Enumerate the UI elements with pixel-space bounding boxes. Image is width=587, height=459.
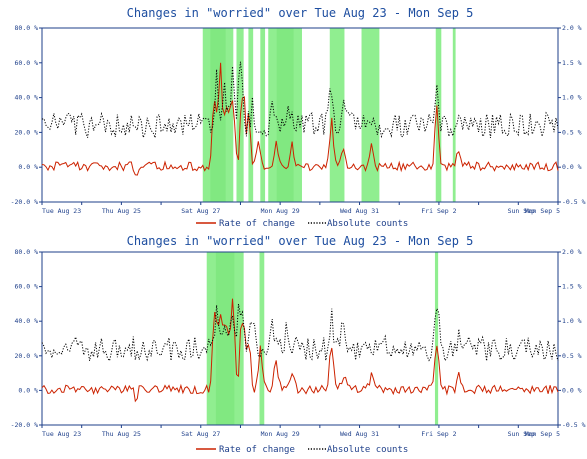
y-left-tick-label: 20.0 % [15,352,39,360]
x-tick-label: Sat Aug 27 [181,207,220,215]
highlight-band [202,28,234,202]
x-tick-label: Thu Aug 25 [102,207,141,215]
highlight-band [260,28,266,202]
chart-title: Changes in "worried" over Tue Aug 23 - M… [127,234,474,248]
x-tick-label: Wed Aug 31 [340,207,379,215]
y-right-tick-label: 0.5 % [562,128,582,136]
y-left-tick-label: 0.0 % [18,386,38,394]
x-tick-label: Mon Aug 29 [261,430,300,438]
highlight-band [452,28,456,202]
highlight-band-core [276,28,294,202]
highlight-band [434,252,439,425]
y-right-tick-label: 1.0 % [562,317,582,325]
y-right-tick-label: 1.5 % [562,59,582,67]
x-tick-label: Thu Aug 25 [102,430,141,438]
rate-of-change-line [41,298,559,403]
y-right-tick-label: 1.5 % [562,283,582,291]
plot-frame [41,27,559,203]
chart-title: Changes in "worried" over Tue Aug 23 - M… [127,6,474,20]
y-right-tick-label: -0.5 % [562,198,586,206]
x-tick-label: Mon Sep 5 [525,430,560,438]
y-left-tick-label: 80.0 % [15,248,39,256]
y-right-tick-label: 2.0 % [562,248,582,256]
legend-label-absolute: Absolute counts [327,445,408,455]
plot-frame [41,251,559,426]
highlight-band [435,28,442,202]
x-tick-label: Wed Aug 31 [340,430,379,438]
y-right-tick-label: 0.5 % [562,352,582,360]
y-right-tick-label: 2.0 % [562,24,582,32]
x-tick-label: Sat Aug 27 [181,430,220,438]
highlight-band-core [215,252,235,425]
x-tick-label: Fri Sep 2 [421,207,456,215]
highlight-band [361,28,380,202]
y-left-tick-label: -20.0 % [11,421,38,429]
x-tick-label: Mon Aug 29 [261,207,300,215]
absolute-counts-line [41,61,559,140]
legend-label-rate: Rate of change [219,445,295,455]
absolute-counts-line [41,303,559,362]
y-right-tick-label: -0.5 % [562,421,586,429]
y-left-tick-label: 60.0 % [15,283,39,291]
highlight-band [259,252,265,425]
y-right-tick-label: 1.0 % [562,94,582,102]
y-left-tick-label: 40.0 % [15,94,39,102]
y-left-tick-label: 80.0 % [15,24,39,32]
y-left-tick-label: 20.0 % [15,128,39,136]
y-right-tick-label: 0.0 % [562,386,582,394]
y-left-tick-label: -20.0 % [11,198,38,206]
highlight-band [329,28,345,202]
x-tick-label: Mon Sep 5 [525,207,560,215]
x-tick-label: Sun Sep [508,430,535,438]
x-tick-label: Fri Sep 2 [421,430,456,438]
chart-panel-2: Changes in "worried" over Tue Aug 23 - M… [11,234,586,455]
y-right-tick-label: 0.0 % [562,163,582,171]
x-tick-label: Tue Aug 23 [42,430,81,438]
y-left-tick-label: 60.0 % [15,59,39,67]
highlight-band-core [210,28,226,202]
legend-label-rate: Rate of change [219,219,295,229]
y-left-tick-label: 40.0 % [15,317,39,325]
rate-of-change-line [41,62,559,176]
x-tick-label: Sun Sep [508,207,535,215]
x-tick-label: Tue Aug 23 [42,207,81,215]
y-left-tick-label: 0.0 % [18,163,38,171]
chart-panel-1: Changes in "worried" over Tue Aug 23 - M… [11,6,586,229]
legend-label-absolute: Absolute counts [327,219,408,229]
